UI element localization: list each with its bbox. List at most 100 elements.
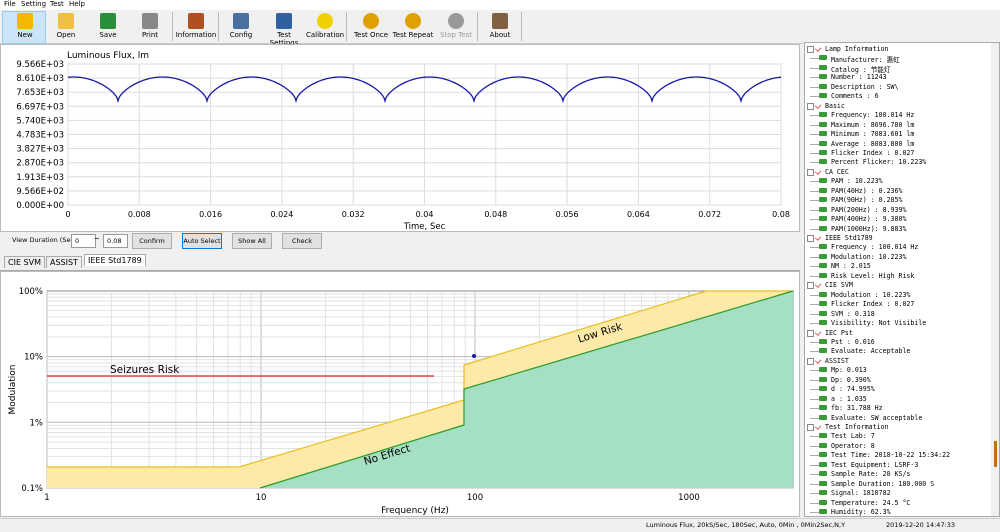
toolbar-label: Calibration <box>305 31 345 39</box>
control-button[interactable]: Check <box>282 233 322 249</box>
item-text: Comments : 6 <box>831 92 879 101</box>
toolbar-button[interactable]: Print <box>129 10 171 40</box>
tree-line <box>810 389 819 391</box>
collapse-box[interactable] <box>807 357 814 365</box>
status-time: 2019-12-20 14:47:33 <box>886 521 956 529</box>
item-text: Test Lab: 7 <box>831 432 875 441</box>
duration-label: View Duration (Sec) <box>12 236 77 244</box>
toolbar-button[interactable]: New <box>4 10 46 40</box>
item-text: PAM(200Hz) : 8.939% <box>831 205 907 214</box>
tree-line <box>810 256 819 258</box>
duration-to[interactable]: 0.08 <box>103 234 128 248</box>
tree-line <box>810 58 819 60</box>
tree-line <box>810 493 819 495</box>
tree-line <box>810 417 819 419</box>
collapse-box[interactable] <box>807 46 814 53</box>
group-title[interactable]: IEC Pst <box>825 328 853 337</box>
group-title[interactable]: CIE SVM <box>825 281 853 290</box>
collapse-box[interactable] <box>807 424 814 431</box>
tree-line <box>810 512 819 514</box>
item-text: PAM(400Hz) : 9.380% <box>831 215 907 224</box>
item-icon <box>819 310 827 316</box>
item-text: Evaluate: SW acceptable <box>831 413 923 422</box>
menu-item[interactable]: File <box>4 0 16 8</box>
x-tick-label: 10 <box>256 493 267 503</box>
separator <box>477 12 478 41</box>
check-icon <box>814 357 822 364</box>
tree-line <box>810 209 819 211</box>
duration-from[interactable]: 0 <box>71 234 96 248</box>
menu-item[interactable]: Test <box>50 0 64 8</box>
toolbar-button[interactable]: About <box>479 10 521 40</box>
toolbar-button[interactable]: Config <box>220 10 262 40</box>
tree-line <box>810 294 819 296</box>
item-icon <box>819 320 827 326</box>
control-button[interactable]: Confirm <box>132 233 172 249</box>
tree-line <box>810 219 819 221</box>
toolbar-icon <box>317 13 333 29</box>
menu-item[interactable]: Setting <box>21 0 47 8</box>
control-button[interactable]: Auto Select <box>182 233 222 249</box>
tab[interactable]: ASSIST <box>46 256 82 268</box>
tree-line <box>810 483 819 485</box>
toolbar-icon <box>405 13 421 29</box>
control-row: View Duration (Sec) 0 ~0.08 Confirm Auto Sel… <box>0 232 800 252</box>
item-icon <box>819 433 827 439</box>
y-tick-label: 10% <box>24 353 43 363</box>
item-icon <box>819 74 827 80</box>
item-icon <box>819 471 827 477</box>
item-text: Frequency: 100.014 Hz <box>831 111 915 120</box>
toolbar-button[interactable]: Stop Test <box>435 10 477 40</box>
toolbar-button[interactable]: Test Repeat <box>392 10 434 40</box>
tab-strip: CIE SVM ASSIST IEEE Std1789 <box>0 254 800 271</box>
group-title[interactable]: CA CEC <box>825 167 849 176</box>
collapse-box[interactable] <box>807 168 814 176</box>
tree-line <box>810 143 819 145</box>
toolbar-label: Test Once <box>353 31 389 39</box>
toolbar-icon <box>233 13 249 29</box>
group-title[interactable]: Basic <box>825 101 845 110</box>
group-title[interactable]: Test Information <box>825 423 889 431</box>
collapse-box[interactable] <box>807 282 814 290</box>
toolbar-label: Information <box>175 31 217 39</box>
y-tick-label: 9.566E+03 <box>16 60 64 70</box>
tree-line <box>810 266 819 268</box>
collapse-box[interactable] <box>807 329 814 337</box>
control-button[interactable]: Show All <box>232 233 272 249</box>
toolbar-button[interactable]: Test Settings <box>263 10 305 47</box>
item-text: Flicker Index : 0.027 <box>831 148 915 157</box>
tab[interactable]: IEEE Std1789 <box>84 254 146 266</box>
low-risk-boundary <box>47 290 793 468</box>
toolbar-button[interactable]: Save <box>87 10 129 40</box>
tree-line <box>810 464 819 466</box>
collapse-box[interactable] <box>807 235 814 242</box>
item-text: Modulation : 10.223% <box>831 290 911 299</box>
group-title[interactable]: Lamp Information <box>825 45 889 53</box>
toolbar-button[interactable]: Calibration <box>304 10 346 40</box>
collapse-box[interactable] <box>807 102 814 110</box>
item-text: PAM(40Hz) : 0.236% <box>831 186 903 195</box>
toolbar-button[interactable]: Open <box>45 10 87 40</box>
menu-item[interactable]: Help <box>69 0 85 8</box>
toolbar-label: Print <box>141 31 159 39</box>
toolbar-button[interactable]: Test Once <box>350 10 392 40</box>
y-axis-label: Modulation <box>8 365 18 415</box>
item-text: Modulation: 10.223% <box>831 252 907 261</box>
x-tick-label: 0.024 <box>270 210 293 219</box>
toolbar-button[interactable]: Information <box>175 10 217 40</box>
scrollbar[interactable] <box>991 43 999 516</box>
toolbar-icon <box>492 13 508 29</box>
toolbar-label: Save <box>99 31 117 39</box>
x-tick-label: 0.04 <box>416 210 434 219</box>
tab[interactable]: CIE SVM <box>4 256 45 268</box>
scroll-thumb[interactable] <box>994 441 997 467</box>
group-title[interactable]: IEEE Std1789 <box>825 234 873 242</box>
x-tick-label: 1 <box>44 493 49 503</box>
x-tick-label: 0.032 <box>342 210 365 219</box>
item-text: Test Equipment: LSRF-3 <box>831 460 919 469</box>
item-text: Humidity: 62.3% <box>831 508 891 517</box>
item-icon <box>819 490 827 496</box>
item-icon <box>819 225 827 231</box>
group-title[interactable]: ASSIST <box>825 356 849 365</box>
item-text: Frequency : 100.014 Hz <box>831 243 919 252</box>
